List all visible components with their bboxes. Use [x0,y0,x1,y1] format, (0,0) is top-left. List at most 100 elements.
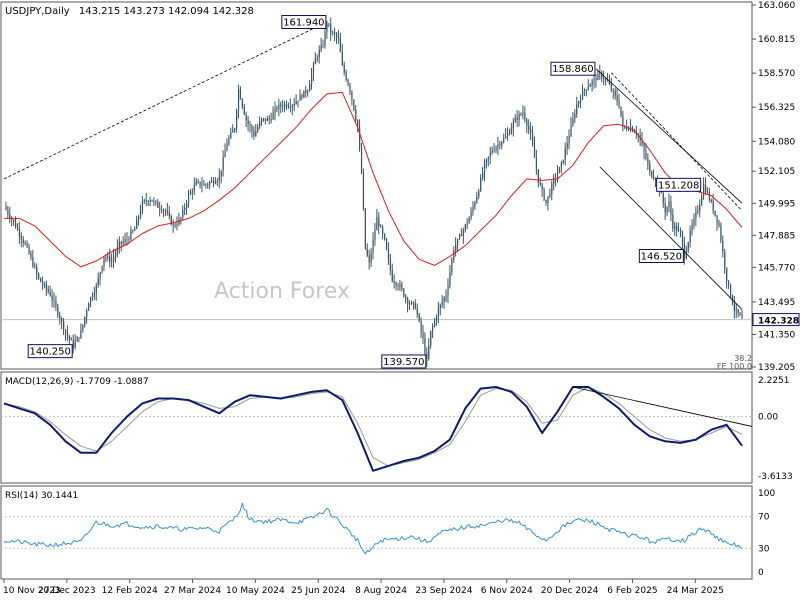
candle-body [74,341,76,348]
candle-body [693,217,695,225]
candle-body [222,157,224,171]
candle-body [220,170,222,177]
ohlc-values: 143.215 143.273 142.094 142.328 [79,6,254,17]
candle-body [547,196,549,204]
candle-body [86,310,88,318]
candle-body [378,217,380,227]
candle-body [147,201,149,203]
candle-body [474,202,476,207]
price-annotation-0: 161.940 [283,17,324,28]
candle-body [464,224,466,230]
candle-body [253,131,255,137]
chart-title: USDJPY,Daily 143.215 143.273 142.094 142… [5,6,254,17]
candle-body [105,257,107,259]
candle-body [257,127,259,132]
candle-body [668,201,670,208]
candle-body [487,156,490,160]
candle-body [585,89,588,91]
price-tick-label: 160.815 [758,35,795,45]
candle-body [40,278,42,282]
candle-body [7,209,9,215]
candle-body [495,147,497,151]
candle-body [49,291,51,296]
candle-body [708,192,711,200]
candle-body [184,207,186,211]
candle-body [161,209,163,211]
candle-body [614,91,616,96]
candle-body [672,214,674,229]
macd-signal-line [3,386,743,467]
candle-body [603,77,605,80]
candle-body [445,295,447,298]
candle-body [345,72,347,80]
candle-body [295,101,297,105]
candle-body [180,217,182,219]
candle-body [307,91,309,93]
rsi-line [3,502,743,555]
candle-body [443,297,445,302]
candle-body [51,295,53,301]
candle-body [399,284,401,287]
candle-body [30,253,32,258]
candle-body [70,339,72,341]
candle-body [276,108,278,110]
axis-layer: 163.060 160.815 158.570 156.325 154.080 152.1… [3,1,800,596]
candle-body [691,224,693,231]
candle-body [507,134,509,137]
candle-body [99,272,101,278]
rsi-tick-label: 30 [758,544,770,554]
candle-body [472,206,474,212]
candle-body [124,239,126,242]
candle-body [555,177,557,179]
candle-body [176,223,178,226]
candle-body [714,210,716,216]
candle-body [13,219,15,222]
candle-body [32,257,34,267]
candle-body [608,80,611,85]
candle-body [620,106,622,117]
candle-body [343,65,345,73]
candle-body [706,192,709,193]
candle-body [562,159,564,163]
candle-body [339,37,342,52]
candle-body [505,136,507,138]
price-annotation-2: 139.570 [383,357,424,368]
candle-body [512,122,514,129]
candle-body [335,34,338,38]
candle-body [580,99,582,102]
candle-body [97,277,99,286]
candle-body [89,297,92,304]
candle-body [43,284,46,286]
candle-body [249,123,251,127]
candle-body [528,126,530,130]
candle-body [535,157,538,170]
candle-body [678,230,680,232]
price-annotation-box [27,344,73,359]
candle-body [595,78,597,81]
candle-body [234,128,236,131]
candle-body [549,194,551,197]
candle-body [297,100,299,102]
candle-body [447,284,449,296]
candle-body [255,131,257,137]
fib-label-38: 38.2 [734,354,752,363]
candle-body [503,137,505,142]
macd-tick-label: -3.6133 [758,472,793,482]
price-tick-label: 149.995 [758,199,795,209]
candle-body [330,24,332,33]
rsi-tick-label: 100 [758,489,775,499]
candle-body [683,243,686,259]
candle-body [170,215,172,225]
candle-body [570,125,572,137]
candle-body [291,105,293,108]
candle-body [328,23,330,25]
candle-body [101,266,103,273]
macd-tick-label: 2.2251 [758,376,790,386]
price-annotation-5: 146.520 [641,251,682,262]
price-tick-label: 156.325 [758,103,795,113]
price-annotation-box [281,14,327,29]
candle-body [362,172,365,209]
candle-body [662,193,664,204]
candle-body [266,118,268,121]
